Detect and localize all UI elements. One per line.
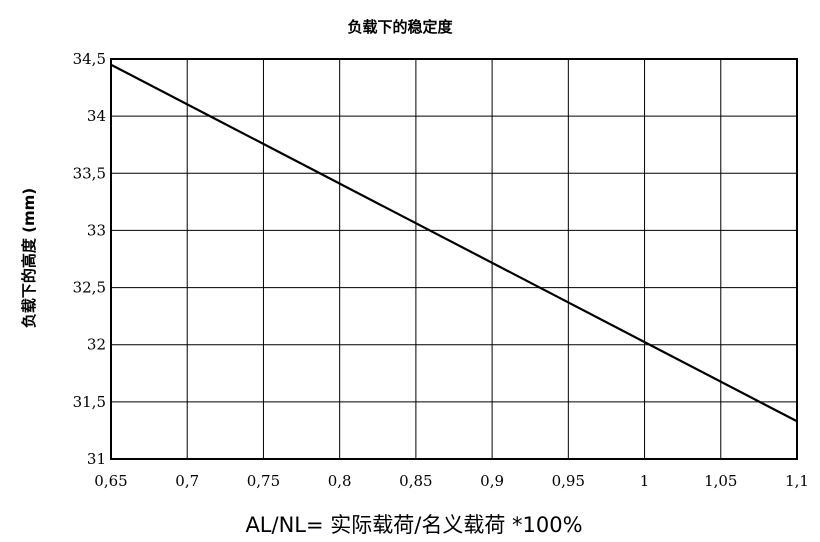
x-tick-label: 0,65 — [94, 472, 127, 490]
y-axis-label: 负载下的高度 (mm) — [20, 188, 38, 328]
y-tick-label: 31 — [87, 450, 106, 468]
series-layer — [110, 63, 798, 423]
x-tick-label: 0,8 — [328, 472, 352, 490]
grid — [111, 59, 797, 459]
series-line — [110, 63, 798, 423]
x-tick-label: 1,05 — [704, 472, 737, 490]
x-tick-label: 1 — [640, 472, 650, 490]
x-tick-label: 1,1 — [785, 472, 809, 490]
y-tick-label: 33,5 — [73, 164, 106, 182]
y-tick-label: 32,5 — [73, 279, 106, 297]
x-tick-label: 0,75 — [247, 472, 280, 490]
plot-frame — [110, 58, 798, 460]
y-tick-label: 34 — [87, 107, 106, 125]
y-tick-label: 34,5 — [73, 50, 106, 68]
chart-title: 负载下的稳定度 — [347, 18, 453, 36]
x-tick-label: 0,9 — [480, 472, 504, 490]
tick-labels: 0,65 0,7 0,75 0,8 0,85 0,9 0,95 1 1,05 1,1 31 31,5 3… — [73, 50, 809, 490]
x-tick-label: 0,7 — [175, 472, 199, 490]
x-axis-label: AL/NL= 实际载荷/名义载荷 *100% — [245, 513, 582, 537]
y-tick-label: 32 — [87, 336, 106, 354]
y-tick-label: 31,5 — [73, 393, 106, 411]
x-tick-label: 0,95 — [552, 472, 585, 490]
x-tick-label: 0,85 — [399, 472, 432, 490]
y-tick-label: 33 — [87, 221, 106, 239]
